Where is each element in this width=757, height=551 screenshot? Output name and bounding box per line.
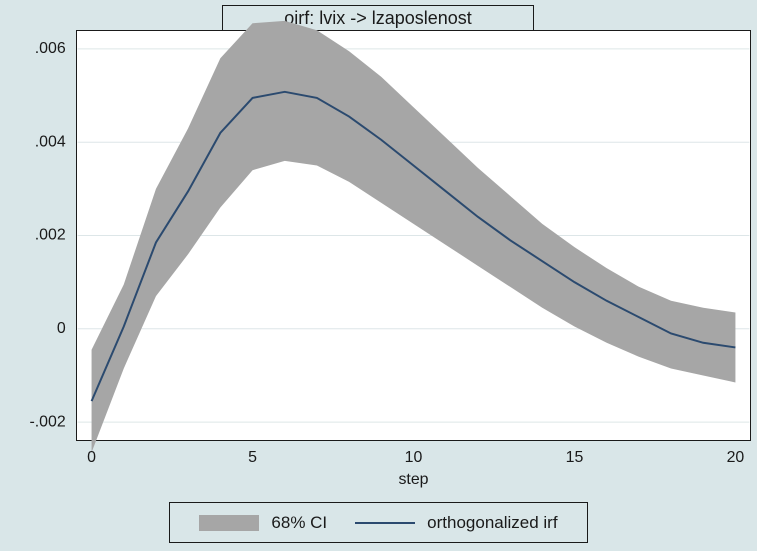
ci-band	[92, 21, 736, 452]
x-axis-title: step	[398, 471, 428, 488]
x-tick-label: 20	[727, 449, 745, 466]
plot-area: -.0020.002.004.00605101520step	[76, 30, 751, 441]
irf-chart-frame: oirf: lvix -> lzaposlenost -.0020.002.00…	[0, 0, 757, 551]
legend-label-irf: orthogonalized irf	[427, 513, 557, 533]
legend-item-irf: orthogonalized irf	[355, 513, 557, 533]
x-tick-label: 0	[87, 449, 96, 466]
y-tick-label: 0	[57, 320, 66, 337]
legend-label-ci: 68% CI	[271, 513, 327, 533]
legend-box: 68% CI orthogonalized irf	[169, 502, 588, 543]
legend-swatch-ci	[199, 515, 259, 531]
x-tick-label: 15	[566, 449, 584, 466]
y-tick-label: .004	[35, 133, 66, 150]
y-tick-label: .002	[35, 227, 66, 244]
x-tick-label: 10	[405, 449, 423, 466]
chart-title: oirf: lvix -> lzaposlenost	[284, 8, 472, 29]
x-tick-label: 5	[248, 449, 257, 466]
legend-line-irf	[355, 522, 415, 524]
plot-svg: -.0020.002.004.00605101520step	[77, 31, 750, 440]
y-tick-label: .006	[35, 40, 66, 57]
legend-item-ci: 68% CI	[199, 513, 327, 533]
y-tick-label: -.002	[29, 413, 65, 430]
